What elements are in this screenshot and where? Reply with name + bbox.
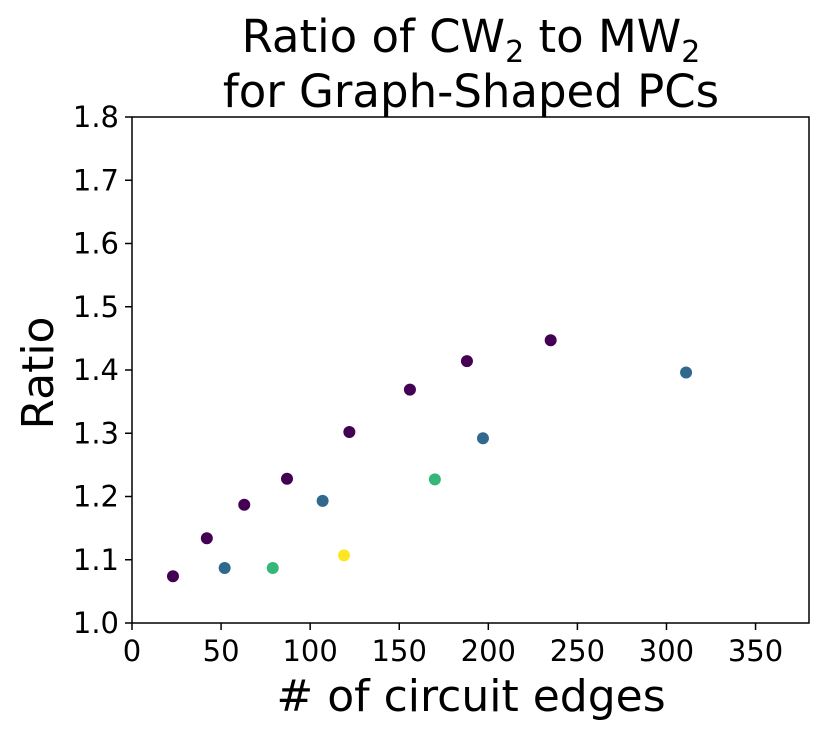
y-tick-label: 1.5 xyxy=(73,290,119,324)
x-axis-label: # of circuit edges xyxy=(276,671,665,722)
scatter-point xyxy=(680,366,693,379)
y-tick-label: 1.3 xyxy=(73,416,119,450)
scatter-point xyxy=(476,432,489,445)
scatter-point xyxy=(218,561,231,574)
scatter-point xyxy=(200,532,213,545)
y-tick-label: 1.4 xyxy=(73,353,119,387)
scatter-point xyxy=(343,425,356,438)
y-tick-label: 1.6 xyxy=(73,227,119,261)
x-tick-label: 50 xyxy=(203,634,240,668)
scatter-point xyxy=(266,561,279,574)
title-main: Ratio of CW xyxy=(242,10,505,63)
scatter-point xyxy=(316,494,329,507)
scatter-point xyxy=(460,355,473,368)
x-axis-ticks: 0 50 100 150 200 250 300 350 xyxy=(123,623,783,668)
x-tick-label: 100 xyxy=(282,634,337,668)
y-tick-label: 1.8 xyxy=(73,100,119,134)
x-tick-label: 150 xyxy=(372,634,427,668)
x-tick-label: 250 xyxy=(550,634,605,668)
title-sub2: 2 xyxy=(681,35,700,70)
scatter-point xyxy=(166,570,179,583)
x-tick-label: 300 xyxy=(639,634,694,668)
chart-title-line2: for Graph-Shaped PCs xyxy=(223,65,719,118)
scatter-point xyxy=(428,473,441,486)
x-tick-label: 200 xyxy=(461,634,516,668)
scatter-point xyxy=(280,472,293,485)
x-tick-label: 0 xyxy=(123,634,141,668)
y-tick-label: 1.7 xyxy=(73,163,119,197)
title-sub1: 2 xyxy=(505,35,524,70)
scatter-point xyxy=(238,498,251,511)
scatter-point xyxy=(544,334,557,347)
plot-frame xyxy=(131,116,810,624)
y-tick-label: 1.2 xyxy=(73,480,119,514)
y-tick-label: 1.1 xyxy=(73,543,119,577)
y-axis-label: Ratio xyxy=(13,317,64,430)
y-tick-label: 1.0 xyxy=(73,606,119,640)
scatter-point xyxy=(338,549,351,562)
data-points xyxy=(166,334,693,583)
chart-title-line1: Ratio of CW2 to MW2 xyxy=(242,10,701,70)
x-tick-label: 350 xyxy=(728,634,783,668)
title-mid: to MW xyxy=(524,10,681,63)
scatter-point xyxy=(403,383,416,396)
y-axis-ticks: 1.0 1.1 1.2 1.3 1.4 1.5 1.6 1.7 1.8 xyxy=(73,100,132,640)
